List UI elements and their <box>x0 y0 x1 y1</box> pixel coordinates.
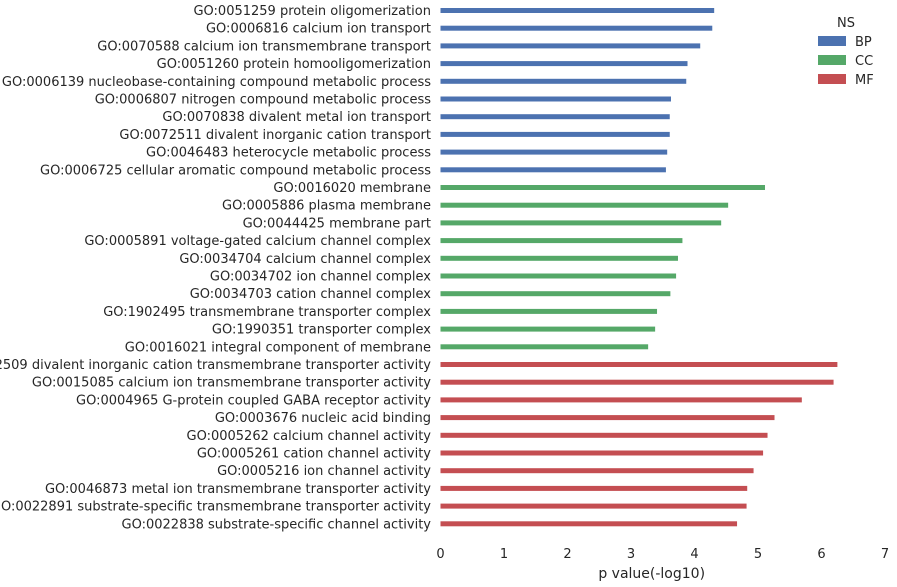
category-label: GO:1902495 transmembrane transporter com… <box>103 305 431 320</box>
category-label: GO:0051259 protein oligomerization <box>193 4 431 19</box>
bar-mf <box>440 468 754 474</box>
bar-mf <box>440 450 764 456</box>
bar-mf <box>440 379 834 385</box>
x-tick-label: 6 <box>817 547 825 562</box>
bar-bp <box>440 114 670 120</box>
bar-bp <box>440 167 666 173</box>
category-label: GO:0005891 voltage-gated calcium channel… <box>84 234 431 249</box>
x-tick-label: 7 <box>881 547 889 562</box>
bar-cc <box>440 220 722 226</box>
bar-cc <box>440 326 656 332</box>
category-label: GO:0070588 calcium ion transmembrane tra… <box>97 39 431 54</box>
category-label: GO:0070838 divalent metal ion transport <box>162 110 431 125</box>
x-tick-label: 2 <box>563 547 571 562</box>
x-tick-label: 3 <box>627 547 635 562</box>
category-label: GO:0006807 nitrogen compound metabolic p… <box>95 93 432 108</box>
category-label: GO:0016021 integral component of membran… <box>125 340 431 355</box>
x-tick-label: 4 <box>690 547 698 562</box>
bar-bp <box>440 43 701 49</box>
bar-bp <box>440 8 715 13</box>
bar-cc <box>440 308 658 314</box>
category-label: GO:0034702 ion channel complex <box>210 270 431 285</box>
bar-cc <box>440 291 671 297</box>
x-axis-title: p value(-log10) <box>598 566 705 582</box>
legend-label-mf: MF <box>855 73 874 88</box>
bar-mf <box>440 415 775 421</box>
bar-cc <box>440 255 678 261</box>
legend-swatch-mf <box>818 74 846 84</box>
bar-mf <box>440 397 802 403</box>
bar-cc <box>440 273 677 279</box>
bar-cc <box>440 238 683 244</box>
category-label: GO:0005262 calcium channel activity <box>187 429 432 444</box>
legend-label-cc: CC <box>855 54 873 69</box>
legend-label-bp: BP <box>855 35 872 50</box>
legend-title: NS <box>837 16 855 31</box>
category-label: GO:0022838 substrate-specific channel ac… <box>122 517 432 532</box>
x-tick-label: 0 <box>436 547 444 562</box>
category-label: GO:1990351 transporter complex <box>212 323 431 338</box>
category-label: GO:0034704 calcium channel complex <box>179 252 431 267</box>
category-label: GO:0004965 G-protein coupled GABA recept… <box>76 393 431 408</box>
bar-cc <box>440 202 729 208</box>
category-label: GO:0046873 metal ion transmembrane trans… <box>45 482 431 497</box>
category-label: GO:0046483 heterocycle metabolic process <box>146 146 431 161</box>
category-label: GO:0005261 cation channel activity <box>197 447 431 462</box>
category-label: GO:0003676 nucleic acid binding <box>215 411 431 426</box>
category-label: GO:0022891 substrate-specific transmembr… <box>0 500 431 515</box>
bar-mf <box>440 503 747 509</box>
x-tick-label: 5 <box>754 547 762 562</box>
legend-swatch-bp <box>818 36 846 46</box>
bar-bp <box>440 61 688 67</box>
bar-bp <box>440 131 670 137</box>
bar-mf <box>440 521 738 527</box>
category-label: GO:0006725 cellular aromatic compound me… <box>40 163 431 178</box>
category-label: GO:0044425 membrane part <box>243 216 431 231</box>
bar-bp <box>440 149 668 155</box>
bar-cc <box>440 344 649 350</box>
category-label: GO:0006139 nucleobase-containing compoun… <box>2 75 431 90</box>
bar-mf <box>440 432 768 438</box>
bar-bp <box>440 78 687 84</box>
category-label: GO:0006816 calcium ion transport <box>206 22 431 37</box>
bar-mf <box>440 485 748 491</box>
category-label: GO:0072509 divalent inorganic cation tra… <box>0 358 431 373</box>
category-label: GO:0051260 protein homooligomerization <box>157 57 431 72</box>
bar-bp <box>440 25 713 31</box>
bar-bp <box>440 96 671 102</box>
category-label: GO:0015085 calcium ion transmembrane tra… <box>32 376 431 391</box>
category-label: GO:0005216 ion channel activity <box>217 464 431 479</box>
x-tick-label: 1 <box>500 547 508 562</box>
legend-swatch-cc <box>818 55 846 65</box>
bar-cc <box>440 185 765 190</box>
bar-mf <box>440 362 838 367</box>
category-label: GO:0072511 divalent inorganic cation tra… <box>119 128 431 143</box>
category-label: GO:0034703 cation channel complex <box>190 287 432 302</box>
category-label: GO:0005886 plasma membrane <box>222 199 431 214</box>
category-label: GO:0016020 membrane <box>273 181 431 196</box>
